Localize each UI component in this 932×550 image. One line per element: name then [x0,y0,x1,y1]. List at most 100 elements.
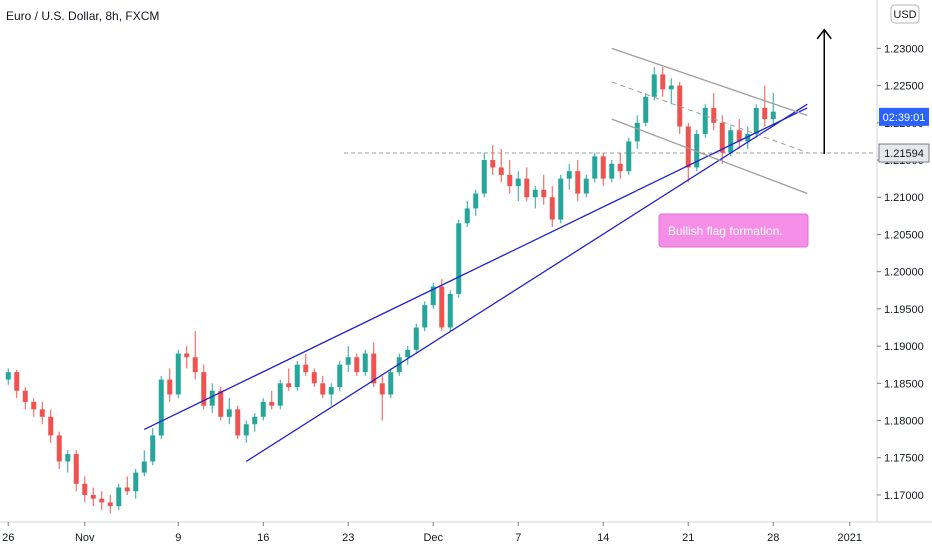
axes-layer [0,0,932,523]
candle-body [719,122,725,153]
candle-body [116,487,122,507]
price-tick-label: 1.20500 [884,229,924,241]
price-tick-label: 1.19000 [884,341,924,353]
candle-body [736,130,742,142]
candle-body [124,487,130,492]
candle-body [235,409,241,436]
price-tick-label: 1.21000 [884,192,924,204]
candle-body [541,189,547,198]
price-tick-label: 1.18500 [884,378,924,390]
candle-body [192,357,198,373]
candle-body [167,379,173,395]
candle-body [464,208,470,224]
currency-button[interactable]: USD [890,4,920,24]
candle-body [73,454,79,484]
candle-body [668,85,674,90]
candle-body [303,364,309,373]
candle-body [31,401,37,410]
candle-body [294,364,300,388]
candle-body [575,171,581,194]
candle-body [422,305,428,328]
candle-body [311,372,317,384]
annotation-box[interactable] [658,213,809,248]
candle-body [201,372,207,406]
time-tick-label: 16 [257,532,269,544]
currency-button-label[interactable]: USD [893,9,916,21]
candle-body [5,372,11,380]
candle-body [226,409,232,417]
candle-body [345,357,351,365]
time-tick-label: 26 [2,532,14,544]
candle-body [694,133,700,168]
candle-body [660,74,666,90]
trendlines-layer [143,47,808,463]
price-tick-label: 1.22500 [884,81,924,93]
time-tick-label: 2021 [838,532,862,544]
trendline [245,103,808,463]
flag-channel-line [611,118,808,195]
price-label-bg [878,143,930,163]
candle-body [702,107,708,134]
candle-body [524,178,530,198]
candle-body [328,387,334,395]
candle-body [14,372,20,391]
price-label-badge: 1.21594 [878,143,930,163]
candle-body [277,383,283,406]
candle-body [243,424,249,436]
candle-body [456,223,462,294]
candle-body [558,178,564,220]
candle-body [39,409,45,417]
candle-body [99,498,105,503]
candle-body [634,122,640,142]
time-tick-label: 28 [767,532,779,544]
candle-body [371,353,377,384]
candle-body [90,494,96,499]
countdown-label: 02:39:01 [883,112,926,124]
candle-body [515,178,521,187]
annotation-text: Bullish flag formation. [668,224,783,238]
candle-body [269,401,275,406]
candle-body [439,286,445,328]
candle-body [447,293,453,328]
time-tick-label: 23 [342,532,354,544]
candle-body [762,107,768,120]
candle-body [362,353,368,373]
candle-body [379,383,385,395]
target-arrow [816,28,832,155]
candle-body [141,461,147,473]
trendline [143,107,808,431]
candle-body [753,107,759,134]
annotation-callout[interactable]: Bullish flag formation. [658,213,809,248]
candle-body [413,327,419,350]
price-tick-label: 1.17000 [884,490,924,502]
price-tick-label: 1.23000 [884,43,924,55]
candle-body [745,133,751,142]
countdown-badge: 02:39:01 [879,107,929,126]
candle-body [481,160,487,194]
candle-body [685,126,691,168]
candle-body [651,74,657,97]
currency-button-frame[interactable] [890,4,920,24]
candle-body [430,286,436,306]
candle-body [320,383,326,395]
candle-body [728,130,734,153]
candle-body [549,197,555,220]
candle-body [65,454,71,462]
candle-body [609,163,615,179]
candle-body [82,483,88,495]
candle-body [770,111,776,120]
chart-title: Euro / U.S. Dollar, 8h, FXCM [6,9,159,23]
price-tick-label: 1.17500 [884,453,924,465]
candle-body [22,390,28,402]
flag-channel-line [611,81,808,154]
flag-channel-line [611,47,808,116]
candle-body [490,160,496,168]
candle-body [48,416,54,436]
candle-body [566,171,572,179]
candle-body [473,193,479,209]
time-tick-label: 9 [175,532,181,544]
candle-body [583,178,589,194]
candle-body [56,435,62,462]
candle-body [260,401,266,417]
